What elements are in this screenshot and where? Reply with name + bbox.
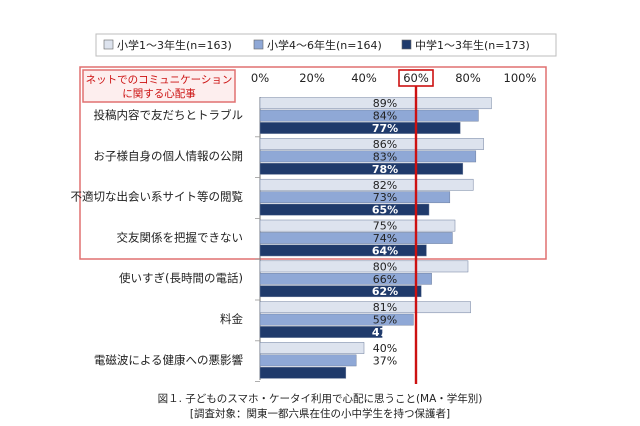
bar-value-label: 65% [372,204,398,217]
bar-value-label: 77% [372,122,398,135]
bar [259,366,347,379]
bar-value-label: 86% [373,138,397,151]
bar [259,285,422,298]
category-label: 投稿内容で友だちとトラブル [94,108,244,122]
x-tick-label: 40% [351,71,377,85]
highlight-group-label-line2: に関する心配事 [122,87,196,100]
x-tick-label: 100% [504,71,537,85]
bar [259,97,492,110]
bar [259,203,430,216]
bar [259,138,484,150]
category-label: 料金 [220,312,243,326]
category-label: 交友関係を把握できない [117,230,244,244]
category-label: 使いすぎ(長時間の電話) [119,271,243,285]
bar-value-label: 82% [373,179,397,192]
bar-value-label: 75% [373,220,397,233]
bar [259,244,427,257]
x-tick-label: 0% [251,71,269,85]
bar [259,260,469,273]
bar-value-label: 59% [373,314,397,327]
legend-swatch-2 [253,39,264,50]
bar-value-label: 62% [372,285,398,298]
bar-value-label: 33% [372,367,398,380]
bar [259,219,456,232]
highlight-group-label-line1: ネットでのコミュニケーション [86,74,233,86]
bar [259,313,414,326]
highlight-group-label-box [82,69,236,103]
category-label: 電磁波による健康への悪影響 [94,353,243,367]
bar [259,109,479,122]
bar [259,162,464,175]
caption-line-2: [調査対象：関東一都六県在住の小中学生を持つ保護者] [189,408,451,420]
category-label: 不適切な出会い系サイト等の閲覧 [71,190,244,204]
bar [259,232,453,244]
bar [259,354,357,367]
bar [259,178,474,191]
category-label: お子様自身の個人情報の公開 [94,149,244,163]
bar-value-label: 47% [372,326,398,339]
legend: 小学1～3年生(n=163) 小学4～6年生(n=164) 中学1～3年生(n=17… [103,38,530,52]
x-axis-ticks: 0% 20% 40% 60% 80% 100% [251,69,537,87]
bar-value-label: 37% [373,354,397,367]
legend-swatch-3 [401,39,412,50]
bar [259,191,451,204]
bar [259,122,461,134]
x-tick-label: 20% [299,71,325,85]
legend-label-3: 中学1～3年生(n=173) [415,38,530,52]
bar [259,342,365,354]
bar-value-label: 78% [372,163,398,176]
bar [259,272,432,285]
bar [259,326,383,338]
bar-chart: 小学1～3年生(n=163) 小学4～6年生(n=164) 中学1～3年生(n=17… [71,33,557,384]
legend-box [95,33,557,57]
highlight-group-box [79,66,547,260]
bar-value-label: 74% [373,232,397,245]
bar [259,150,477,163]
bar-value-label: 80% [373,260,397,273]
bar-value-label: 83% [373,150,397,163]
x-tick-label: 80% [455,71,481,85]
bar-value-label: 89% [373,97,397,110]
bar-value-label: 73% [373,191,397,204]
x-tick-label: 60% [403,71,429,85]
bar-value-label: 84% [373,110,397,123]
bar-value-label: 81% [373,301,397,314]
legend-label-2: 小学4～6年生(n=164) [267,38,382,52]
legend-swatch-1 [103,39,114,50]
bar-value-label: 64% [372,244,398,257]
bar-value-label: 66% [373,273,397,286]
bar-value-label: 40% [373,342,397,355]
category-labels: 投稿内容で友だちとトラブルお子様自身の個人情報の公開不適切な出会い系サイト等の閲… [71,108,260,383]
bar [259,301,471,314]
legend-label-1: 小学1～3年生(n=163) [117,38,232,52]
bars: 89%84%77%86%83%78%82%73%65%75%74%64%80%6… [259,97,492,380]
caption-line-1: 図１. 子どものスマホ・ケータイ利用で心配に思うこと(MA・学年別) [157,393,483,405]
